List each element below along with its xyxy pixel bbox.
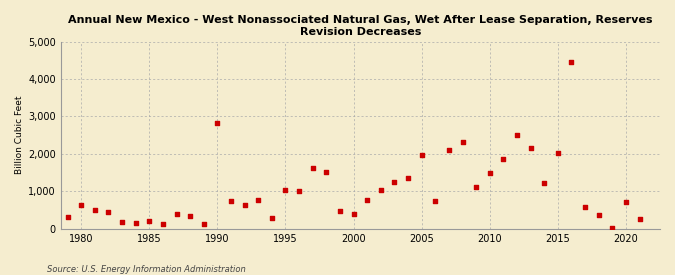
Point: [157, 222, 168, 226]
Point: [49, 224, 59, 228]
Point: [593, 213, 604, 217]
Point: [512, 133, 522, 137]
Point: [198, 222, 209, 226]
Point: [335, 208, 346, 213]
Point: [457, 140, 468, 144]
Point: [321, 170, 331, 174]
Point: [117, 220, 128, 224]
Point: [267, 216, 277, 220]
Point: [253, 198, 264, 202]
Point: [403, 176, 414, 181]
Point: [485, 170, 495, 175]
Text: Source: U.S. Energy Information Administration: Source: U.S. Energy Information Administ…: [47, 265, 246, 274]
Y-axis label: Billion Cubic Feet: Billion Cubic Feet: [15, 96, 24, 174]
Point: [212, 120, 223, 125]
Point: [634, 217, 645, 221]
Point: [443, 148, 454, 152]
Point: [307, 166, 318, 170]
Point: [498, 156, 509, 161]
Point: [89, 207, 100, 212]
Point: [294, 189, 304, 193]
Point: [430, 198, 441, 203]
Point: [239, 203, 250, 208]
Point: [607, 225, 618, 230]
Point: [348, 212, 359, 216]
Point: [580, 205, 591, 210]
Point: [470, 185, 481, 189]
Point: [375, 188, 386, 193]
Point: [525, 146, 536, 150]
Point: [620, 200, 631, 205]
Point: [539, 181, 549, 186]
Point: [552, 151, 563, 156]
Point: [76, 202, 86, 207]
Point: [389, 180, 400, 185]
Title: Annual New Mexico - West Nonassociated Natural Gas, Wet After Lease Separation, : Annual New Mexico - West Nonassociated N…: [68, 15, 653, 37]
Point: [362, 198, 373, 202]
Point: [225, 198, 236, 203]
Point: [62, 215, 73, 219]
Point: [185, 213, 196, 218]
Point: [416, 153, 427, 157]
Point: [144, 219, 155, 223]
Point: [103, 210, 114, 214]
Point: [130, 221, 141, 225]
Point: [566, 60, 577, 64]
Point: [280, 188, 291, 193]
Point: [171, 212, 182, 216]
